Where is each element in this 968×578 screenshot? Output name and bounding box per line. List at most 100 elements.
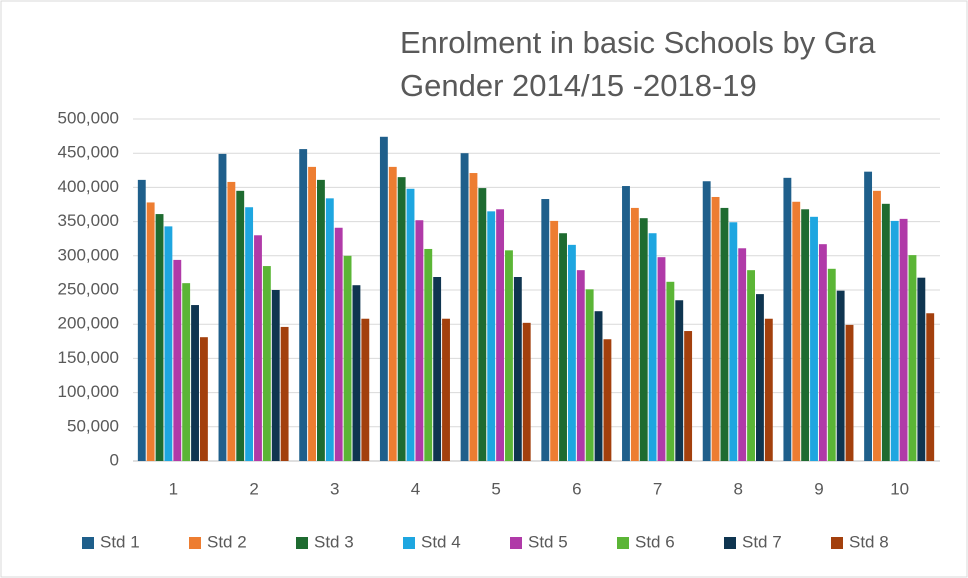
x-tick-label: 5 [491,479,500,498]
bar [352,285,361,461]
bar [227,181,236,462]
bar [199,337,208,461]
legend-label: Std 2 [207,532,247,551]
bar [845,324,854,461]
bar [254,235,262,461]
bar [496,209,505,461]
bar [236,190,245,461]
bar [487,211,496,461]
legend-swatch [831,537,843,549]
bar [415,220,424,461]
legend-label: Std 5 [528,532,568,551]
bar [801,209,810,461]
legend-swatch [510,537,522,549]
bar [218,153,227,461]
x-tick-label: 1 [169,479,178,498]
y-tick-label: 200,000 [58,314,119,333]
bar [541,199,550,461]
bar [522,322,531,461]
bar [406,188,415,461]
legend-label: Std 6 [635,532,675,551]
legend-label: Std 4 [421,532,461,551]
bar [881,203,890,462]
bar [810,216,818,461]
bar [433,277,442,461]
legend-swatch [403,537,415,549]
x-tick-label: 10 [890,479,909,498]
y-tick-label: 300,000 [58,245,119,264]
bar [469,173,478,461]
bar [630,207,639,461]
bar [675,300,684,461]
x-tick-label: 8 [734,479,743,498]
bar [308,166,316,461]
bar [361,318,370,461]
y-tick-label: 100,000 [58,382,119,401]
bar [155,214,164,461]
bar [666,281,675,461]
bar [173,259,182,461]
bar [271,290,280,461]
bar [684,331,693,461]
legend-swatch [189,537,201,549]
bar [747,270,756,461]
bar [702,181,711,461]
bar [397,177,406,461]
bar [729,222,738,461]
bar [603,339,612,461]
x-tick-label: 7 [653,479,662,498]
bar [648,233,657,461]
bar [146,202,155,461]
bar [639,218,648,461]
bar [245,207,254,461]
bar [576,270,585,461]
bar [343,255,352,461]
bar [899,218,908,461]
bar [792,201,801,461]
bar [424,248,433,461]
chart-title: Gender 2014/15 -2018-19 [400,68,757,103]
y-tick-label: 400,000 [58,177,119,196]
bar [864,171,873,461]
bar [756,294,764,461]
bar [164,226,173,461]
legend-swatch [296,537,308,549]
legend-swatch [617,537,629,549]
y-tick-label: 350,000 [58,211,119,230]
bar [594,311,603,461]
bar [513,277,522,461]
bar [657,257,666,461]
bar [316,179,325,461]
y-tick-label: 150,000 [58,348,119,367]
bar [262,266,271,461]
bar [325,198,334,461]
bar [299,149,308,461]
legend-label: Std 7 [742,532,782,551]
bar [137,179,146,461]
bar [738,248,747,461]
bar [908,255,917,461]
bar [818,244,827,461]
bar [926,313,935,461]
bar [917,277,926,461]
bar [720,207,729,461]
x-tick-label: 9 [814,479,823,498]
bar [460,153,469,461]
bar [191,305,199,461]
x-tick-label: 6 [572,479,581,498]
legend-swatch [82,537,94,549]
bar [836,290,845,461]
chart-title: Enrolment in basic Schools by Gra [400,25,876,60]
bar [550,220,559,461]
bar [379,136,388,461]
x-tick-label: 4 [411,479,420,498]
bar [334,227,343,461]
bar [764,318,773,461]
legend-swatch [724,537,736,549]
bar [442,318,450,461]
bar [478,188,487,462]
bar [280,326,289,461]
bar [783,177,792,461]
bar [182,283,191,461]
